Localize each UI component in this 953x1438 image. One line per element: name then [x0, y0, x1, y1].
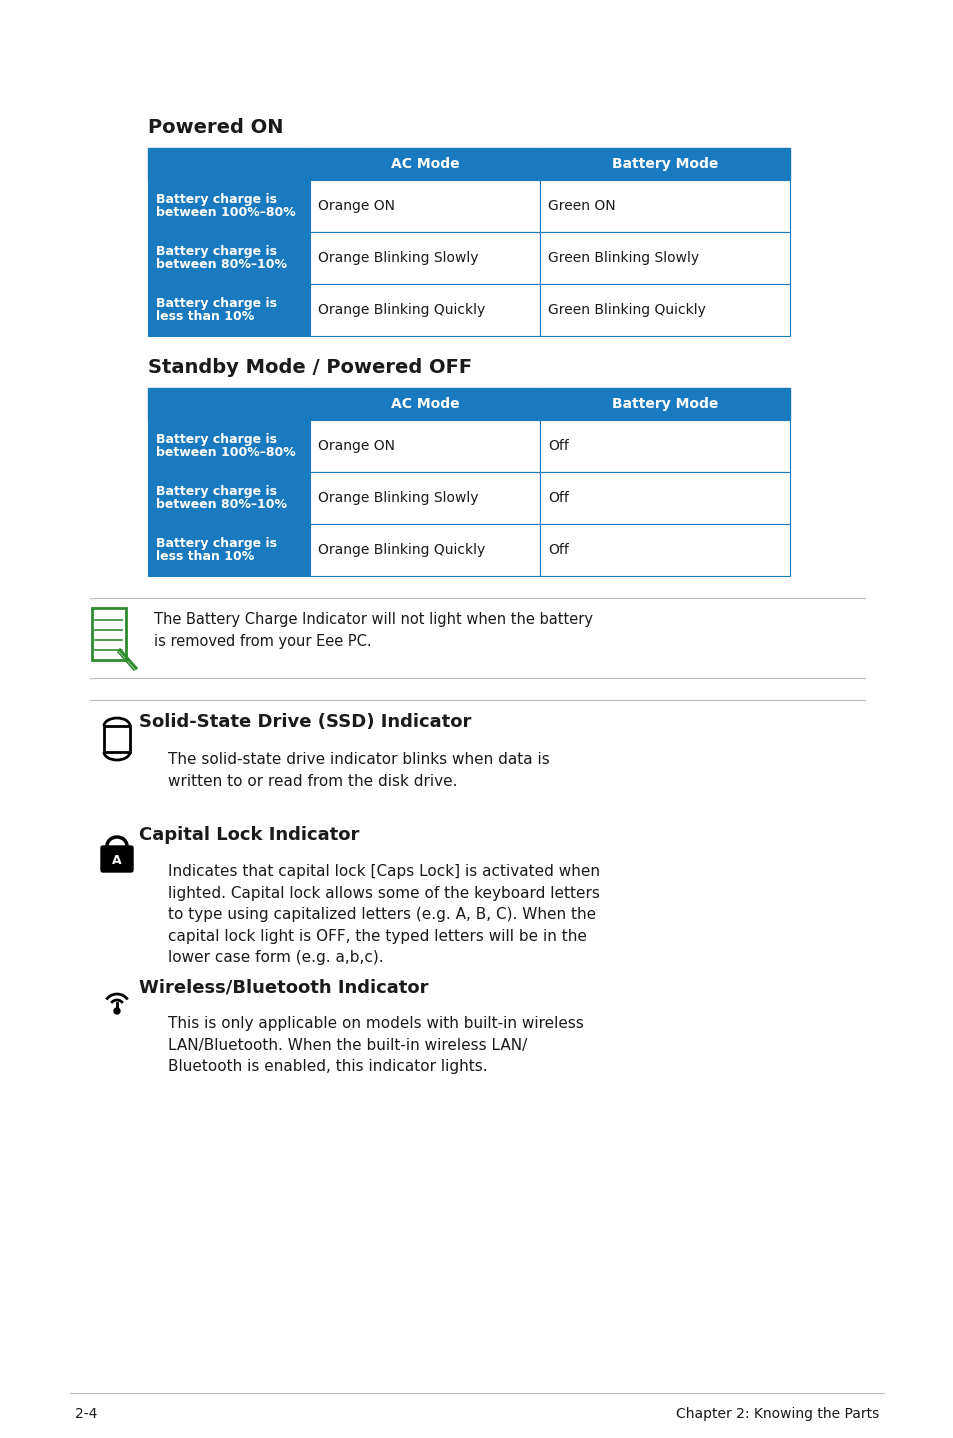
Text: The Battery Charge Indicator will not light when the battery
is removed from you: The Battery Charge Indicator will not li…	[153, 613, 593, 649]
Text: Battery charge is: Battery charge is	[156, 536, 276, 549]
FancyBboxPatch shape	[91, 608, 126, 660]
Bar	[539, 232, 789, 283]
Text: Battery charge is: Battery charge is	[156, 193, 276, 206]
Text: Orange ON: Orange ON	[317, 439, 395, 453]
Text: Orange Blinking Quickly: Orange Blinking Quickly	[317, 544, 485, 557]
Text: Battery charge is: Battery charge is	[156, 244, 276, 257]
Circle shape	[113, 1008, 120, 1014]
Text: Orange Blinking Slowly: Orange Blinking Slowly	[317, 252, 478, 265]
Text: Battery charge is: Battery charge is	[156, 485, 276, 498]
Bar	[539, 523, 789, 577]
Text: Powered ON: Powered ON	[148, 118, 283, 137]
Text: Solid-State Drive (SSD) Indicator: Solid-State Drive (SSD) Indicator	[139, 713, 471, 731]
Text: Orange Blinking Quickly: Orange Blinking Quickly	[317, 303, 485, 316]
Text: Off: Off	[547, 439, 568, 453]
Text: The solid-state drive indicator blinks when data is
written to or read from the : The solid-state drive indicator blinks w…	[168, 752, 549, 788]
Text: Chapter 2: Knowing the Parts: Chapter 2: Knowing the Parts	[675, 1406, 878, 1421]
Text: Off: Off	[547, 544, 568, 557]
Text: between 100%–80%: between 100%–80%	[156, 206, 295, 219]
Bar	[310, 180, 539, 232]
Text: less than 10%: less than 10%	[156, 549, 254, 564]
Bar	[310, 232, 539, 283]
Text: Battery Mode: Battery Mode	[611, 157, 718, 171]
Text: Standby Mode / Powered OFF: Standby Mode / Powered OFF	[148, 358, 472, 377]
Bar	[539, 420, 789, 472]
Text: Green Blinking Quickly: Green Blinking Quickly	[547, 303, 705, 316]
Text: Capital Lock Indicator: Capital Lock Indicator	[139, 825, 359, 844]
Bar	[148, 420, 310, 472]
Text: Green Blinking Slowly: Green Blinking Slowly	[547, 252, 699, 265]
Bar	[148, 523, 310, 577]
Text: 2-4: 2-4	[75, 1406, 97, 1421]
Bar	[539, 388, 789, 420]
Text: less than 10%: less than 10%	[156, 311, 254, 324]
Bar	[148, 148, 310, 180]
Text: Orange Blinking Slowly: Orange Blinking Slowly	[317, 490, 478, 505]
Bar	[148, 232, 310, 283]
Text: Orange ON: Orange ON	[317, 198, 395, 213]
Bar	[148, 283, 310, 336]
FancyBboxPatch shape	[101, 846, 132, 871]
Text: This is only applicable on models with built-in wireless
LAN/Bluetooth. When the: This is only applicable on models with b…	[168, 1017, 583, 1074]
Bar	[148, 388, 310, 420]
Text: Battery charge is: Battery charge is	[156, 298, 276, 311]
Text: AC Mode: AC Mode	[391, 157, 458, 171]
Text: AC Mode: AC Mode	[391, 397, 458, 411]
Text: between 80%–10%: between 80%–10%	[156, 257, 287, 270]
Bar	[148, 472, 310, 523]
Bar	[104, 726, 130, 752]
Bar	[539, 472, 789, 523]
Text: Indicates that capital lock [Caps Lock] is activated when
lighted. Capital lock : Indicates that capital lock [Caps Lock] …	[168, 864, 599, 965]
Text: between 80%–10%: between 80%–10%	[156, 498, 287, 510]
Bar	[310, 472, 539, 523]
Bar	[310, 420, 539, 472]
Text: Off: Off	[547, 490, 568, 505]
Bar	[310, 388, 539, 420]
Bar	[539, 180, 789, 232]
Text: Battery Mode: Battery Mode	[611, 397, 718, 411]
Text: Wireless/Bluetooth Indicator: Wireless/Bluetooth Indicator	[139, 978, 428, 997]
Bar	[310, 523, 539, 577]
Text: between 100%–80%: between 100%–80%	[156, 446, 295, 459]
Bar	[310, 148, 539, 180]
Text: A: A	[112, 854, 122, 867]
Bar	[539, 148, 789, 180]
Bar	[148, 180, 310, 232]
Bar	[310, 283, 539, 336]
Text: Battery charge is: Battery charge is	[156, 433, 276, 446]
Bar	[539, 283, 789, 336]
Text: Green ON: Green ON	[547, 198, 615, 213]
